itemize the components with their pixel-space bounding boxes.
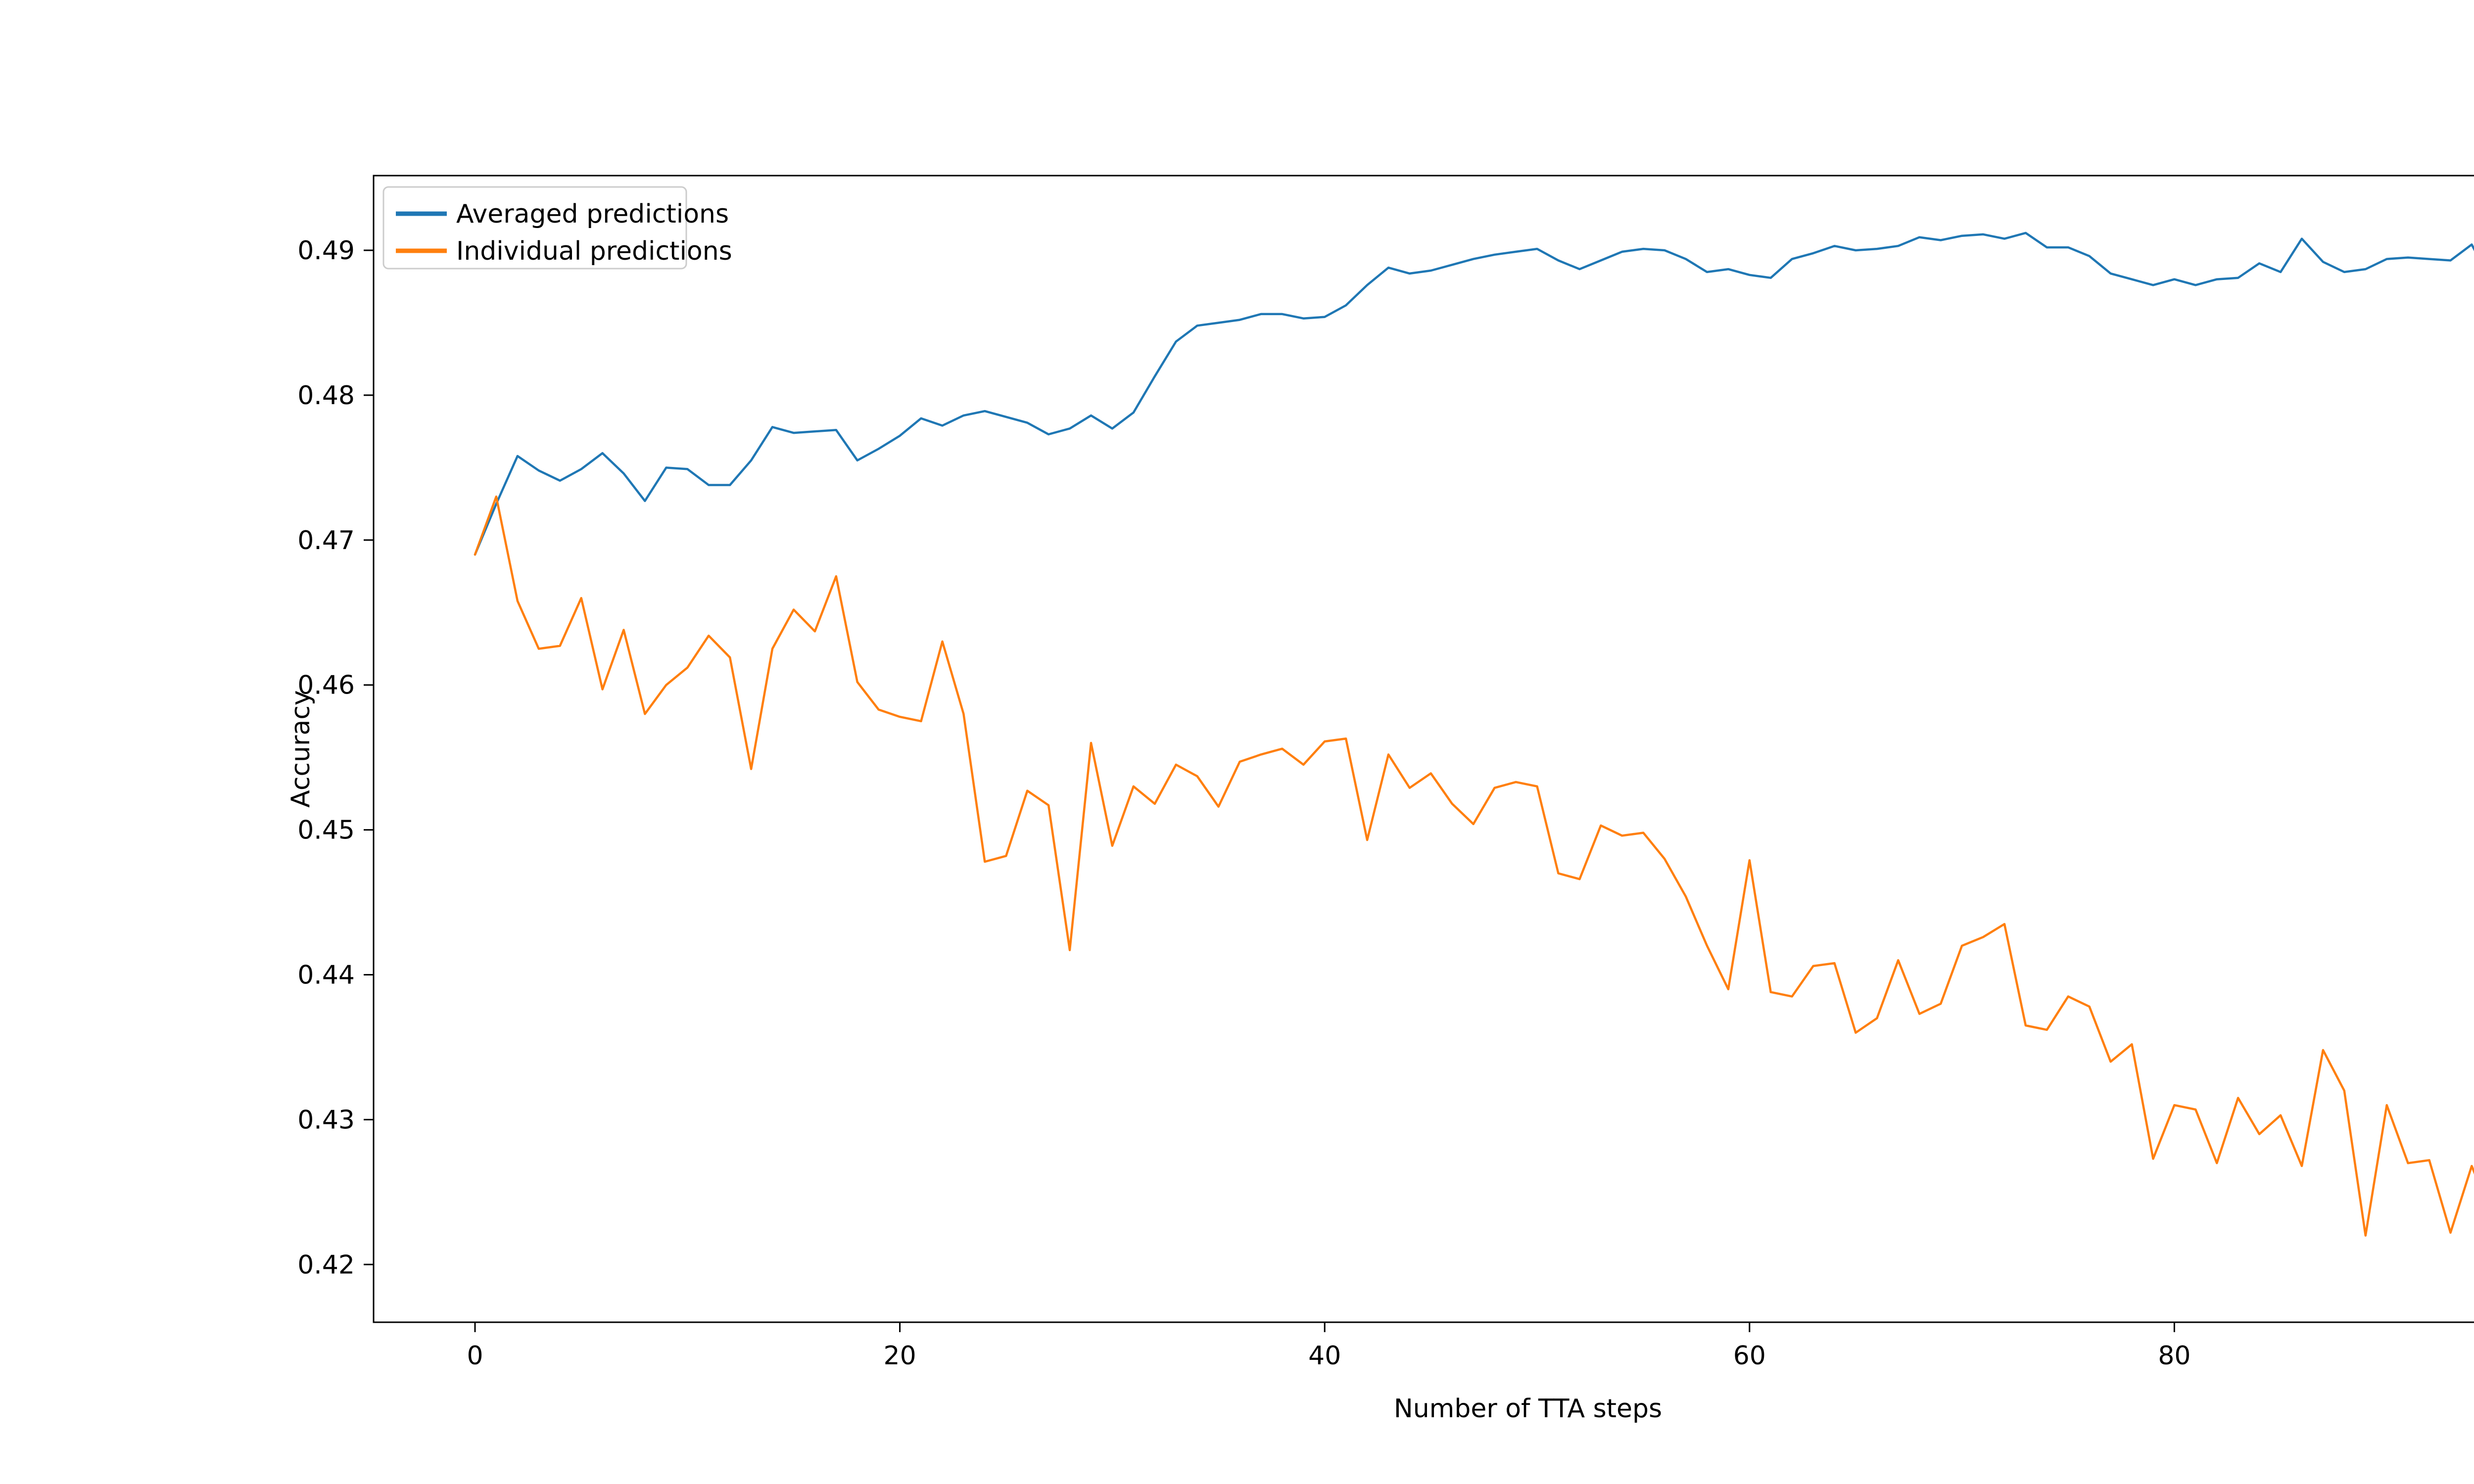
x-tick-label: 80 [2158, 1341, 2190, 1371]
x-tick-label: 0 [467, 1341, 483, 1371]
legend: Averaged predictions Individual predicti… [382, 186, 732, 270]
x-axis-label: Number of TTA steps [1394, 1394, 1662, 1424]
y-axis-ticks: 0.49 0.48 0.47 0.46 0.45 0.44 0.43 0.42 [297, 236, 374, 1280]
y-axis-label: Accuracy [286, 690, 316, 807]
y-tick-label: 0.47 [297, 526, 355, 556]
series-line-averaged-predictions [474, 232, 2474, 556]
plot-area-frame [373, 175, 2474, 1323]
y-tick-label: 0.42 [297, 1250, 355, 1280]
x-tick-label: 40 [1308, 1341, 1341, 1371]
legend-label-averaged: Averaged predictions [456, 199, 729, 229]
y-tick-label: 0.45 [297, 816, 355, 845]
y-tick-label: 0.48 [297, 381, 355, 411]
series-line-individual-predictions [474, 495, 2474, 1237]
y-tick-label: 0.49 [297, 236, 355, 266]
x-tick-label: 60 [1733, 1341, 1766, 1371]
x-tick-label: 20 [884, 1341, 916, 1371]
legend-box [382, 186, 687, 270]
y-tick-label: 0.46 [297, 671, 355, 700]
y-tick-label: 0.44 [297, 961, 355, 990]
x-axis-ticks: 020406080100 [467, 1322, 2190, 1371]
legend-label-individual: Individual predictions [456, 236, 732, 266]
y-tick-label: 0.43 [297, 1105, 355, 1135]
